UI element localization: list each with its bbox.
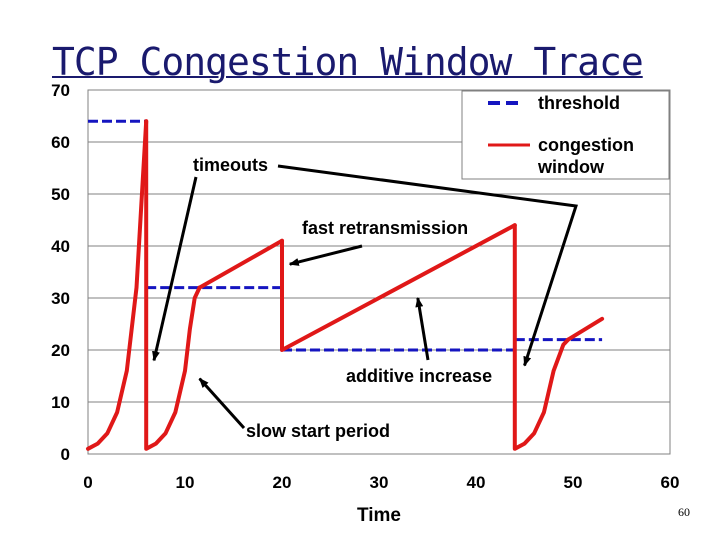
x-tick-label-0: 0 (83, 473, 92, 492)
x-tick-label-60: 60 (661, 473, 680, 492)
y-tick-label-30: 30 (51, 289, 70, 308)
y-tick-label-40: 40 (51, 237, 70, 256)
legend-label-congestion-window: congestion window (537, 135, 634, 177)
plot-frame (87, 89, 671, 455)
y-tick-label-70: 70 (51, 81, 70, 100)
x-tick-label-10: 10 (176, 473, 195, 492)
y-axis-ticks: 0 10 20 30 40 50 60 70 (51, 81, 70, 464)
x-tick-label-50: 50 (564, 473, 583, 492)
legend-box (461, 90, 670, 180)
congestion-window-segment-2 (144, 119, 202, 451)
congestion-window-segment-6 (566, 316, 605, 342)
x-tick-label-20: 20 (273, 473, 292, 492)
congestion-window-segment-3 (197, 238, 284, 290)
y-tick-label-10: 10 (51, 393, 70, 412)
y-tick-label-60: 60 (51, 133, 70, 152)
slow-start-arrow (198, 377, 246, 430)
y-tick-label-0: 0 (61, 445, 70, 464)
annotation-timeouts: timeouts (193, 155, 268, 175)
page-number: 60 (678, 505, 690, 519)
timeouts-arrow-right (277, 164, 578, 367)
x-tick-label-40: 40 (467, 473, 486, 492)
additive-increase-arrow (415, 297, 430, 361)
slide-title: TCP Congestion Window Trace (52, 40, 644, 84)
annotations: timeouts fast retransmission additive incr… (152, 155, 578, 441)
series-layer (86, 119, 605, 451)
plot-border (87, 89, 671, 455)
y-tick-label-50: 50 (51, 185, 70, 204)
congestion-window-segment-1 (86, 119, 149, 451)
x-tick-label-30: 30 (370, 473, 389, 492)
annotation-slow-start-period: slow start period (246, 421, 390, 441)
y-tick-label-20: 20 (51, 341, 70, 360)
x-axis-label: Time (357, 505, 401, 526)
annotation-fast-retransmission: fast retransmission (302, 218, 468, 238)
legend-label-line-1: congestion (538, 135, 634, 155)
fast-retransmission-arrow (288, 244, 363, 266)
congestion-window-segment-5 (512, 223, 571, 451)
legend: threshold congestion window (461, 90, 670, 180)
x-axis-ticks: 0 10 20 30 40 50 60 (83, 473, 679, 492)
timeouts-arrow-left (152, 176, 198, 362)
legend-label-threshold: threshold (538, 93, 620, 113)
legend-label-line-2: window (537, 157, 605, 177)
congestion-window-segment-4 (280, 223, 517, 352)
annotation-additive-increase: additive increase (346, 366, 492, 386)
